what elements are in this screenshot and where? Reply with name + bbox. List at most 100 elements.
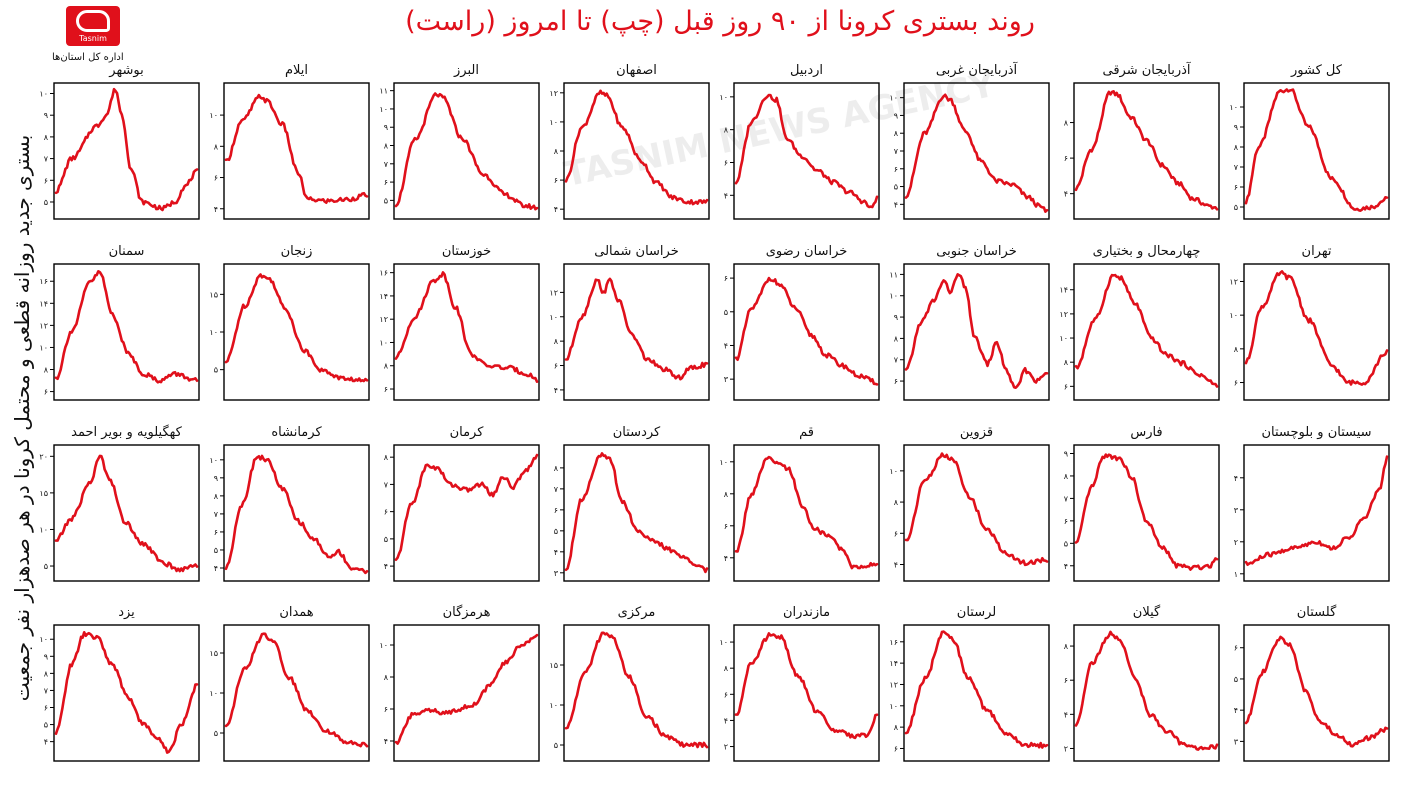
chart-title: قزوین bbox=[960, 425, 993, 440]
chart-title: لرستان bbox=[957, 605, 996, 620]
chart-title: یزد bbox=[118, 605, 135, 620]
series-line bbox=[394, 271, 539, 383]
chart-frame bbox=[563, 624, 710, 762]
series-line bbox=[224, 93, 369, 204]
y-tick-label: ۶ bbox=[894, 529, 898, 538]
chart-frame bbox=[733, 624, 880, 762]
chart-title: کل کشور bbox=[1290, 63, 1343, 78]
chart-frame bbox=[1243, 624, 1390, 762]
y-tick-label: ۸ bbox=[1064, 472, 1069, 481]
y-tick-label: ۸ bbox=[724, 490, 729, 499]
y-tick-label: ۱ bbox=[1234, 570, 1238, 579]
y-tick-label: ۵ bbox=[214, 366, 218, 375]
y-tick-label: ۴ bbox=[214, 564, 218, 573]
y-tick-label: ۹ bbox=[1234, 123, 1238, 132]
y-tick-label: ۴ bbox=[554, 548, 558, 557]
y-tick-label: ۴ bbox=[894, 561, 898, 570]
y-tick-label: ۵ bbox=[44, 721, 48, 730]
y-tick-label: ۸ bbox=[1064, 642, 1069, 651]
series-line bbox=[394, 92, 539, 211]
y-tick-label: ۶ bbox=[384, 705, 388, 714]
y-tick-label: ۸ bbox=[1234, 143, 1239, 152]
y-tick-label: ۴ bbox=[724, 554, 728, 563]
chart-frame bbox=[563, 82, 710, 220]
chart-panel: یزد ۴ ۵ ۶ ۷ ۸ ۹ ۱۰ bbox=[39, 605, 200, 762]
series-line bbox=[904, 273, 1049, 389]
y-tick-label: ۸ bbox=[214, 492, 219, 501]
series-line bbox=[734, 455, 879, 570]
y-tick-label: ۵ bbox=[1064, 539, 1068, 548]
chart-frame bbox=[903, 444, 1050, 582]
chart-panel: فارس ۴ ۵ ۶ ۷ ۸ ۹ bbox=[1064, 425, 1220, 582]
chart-frame bbox=[903, 624, 1050, 762]
y-tick-label: ۴ bbox=[384, 562, 388, 571]
y-tick-label: ۸ bbox=[384, 142, 389, 151]
y-tick-label: ۱۱ bbox=[889, 270, 898, 279]
y-tick-label: ۷ bbox=[384, 160, 389, 169]
y-tick-label: ۳ bbox=[724, 375, 729, 384]
y-tick-label: ۶ bbox=[894, 744, 898, 753]
y-tick-label: ۸ bbox=[894, 129, 899, 138]
y-tick-label: ۷ bbox=[44, 686, 49, 695]
y-tick-label: ۶ bbox=[384, 385, 388, 394]
chart-title: ایلام bbox=[285, 63, 308, 78]
y-tick-label: ۹ bbox=[44, 111, 48, 120]
chart-frame bbox=[223, 444, 370, 582]
chart-panel: خراسان شمالی ۴ ۶ ۸ ۱۰ ۱۲ bbox=[549, 244, 710, 401]
y-tick-label: ۸ bbox=[724, 126, 729, 135]
series-line bbox=[54, 631, 199, 754]
logo-text: Tasnim bbox=[79, 34, 107, 43]
y-tick-label: ۸ bbox=[1064, 358, 1069, 367]
y-tick-label: ۸ bbox=[44, 669, 49, 678]
y-tick-label: ۱۴ bbox=[379, 292, 388, 301]
chart-frame bbox=[393, 444, 540, 582]
chart-title: هرمزگان bbox=[443, 604, 491, 620]
chart-panel: خراسان جنوبی ۶ ۷ ۸ ۹ ۱۰ ۱۱ bbox=[889, 244, 1050, 401]
y-tick-label: ۵ bbox=[1234, 203, 1238, 212]
y-tick-label: ۱۵ bbox=[209, 649, 218, 658]
y-tick-label: ۱۴ bbox=[889, 659, 898, 668]
series-line bbox=[904, 452, 1049, 567]
y-tick-label: ۱۰ bbox=[209, 328, 218, 337]
y-tick-label: ۱۰ bbox=[549, 313, 558, 322]
y-tick-label: ۱۰ bbox=[39, 343, 48, 352]
chart-title: زنجان bbox=[281, 244, 313, 259]
y-tick-label: ۴ bbox=[1064, 710, 1068, 719]
chart-title: گلستان bbox=[1297, 604, 1337, 620]
y-tick-label: ۱۲ bbox=[379, 315, 388, 324]
chart-frame bbox=[53, 82, 200, 220]
series-line bbox=[1074, 90, 1219, 211]
y-tick-label: ۱۰ bbox=[889, 467, 898, 476]
y-tick-label: ۸ bbox=[554, 147, 559, 156]
y-tick-label: ۱۲ bbox=[549, 288, 558, 297]
y-tick-label: ۱۰ bbox=[209, 111, 218, 120]
y-tick-label: ۱۰ bbox=[379, 338, 388, 347]
chart-title: قم bbox=[799, 425, 814, 440]
y-tick-label: ۱۵ bbox=[209, 290, 218, 299]
y-tick-label: ۱۰ bbox=[379, 641, 388, 650]
chart-panel: خوزستان ۶ ۸ ۱۰ ۱۲ ۱۴ ۱۶ bbox=[379, 244, 540, 401]
chart-frame bbox=[563, 263, 710, 401]
chart-frame bbox=[53, 444, 200, 582]
y-tick-label: ۸ bbox=[214, 142, 219, 151]
y-tick-label: ۶ bbox=[214, 174, 218, 183]
y-tick-label: ۸ bbox=[724, 664, 729, 673]
chart-frame bbox=[733, 263, 880, 401]
chart-frame bbox=[1073, 263, 1220, 401]
y-tick-label: ۶ bbox=[554, 176, 558, 185]
series-line bbox=[54, 454, 199, 573]
chart-frame bbox=[563, 444, 710, 582]
y-tick-label: ۸ bbox=[44, 133, 49, 142]
y-tick-label: ۱۰ bbox=[549, 118, 558, 127]
series-line bbox=[394, 453, 539, 561]
chart-title: چهارمحال و بختیاری bbox=[1093, 244, 1201, 259]
y-tick-label: ۷ bbox=[1234, 163, 1239, 172]
y-tick-label: ۱۰ bbox=[719, 93, 728, 102]
y-tick-label: ۷ bbox=[894, 147, 899, 156]
y-tick-label: ۶ bbox=[214, 528, 218, 537]
chart-panel: مرکزی ۵ ۱۰ ۱۵ bbox=[549, 605, 710, 762]
y-tick-label: ۴ bbox=[1234, 474, 1238, 483]
chart-title: مازندران bbox=[783, 605, 830, 620]
logo-mark-icon bbox=[76, 10, 110, 32]
y-tick-label: ۳ bbox=[554, 569, 559, 578]
